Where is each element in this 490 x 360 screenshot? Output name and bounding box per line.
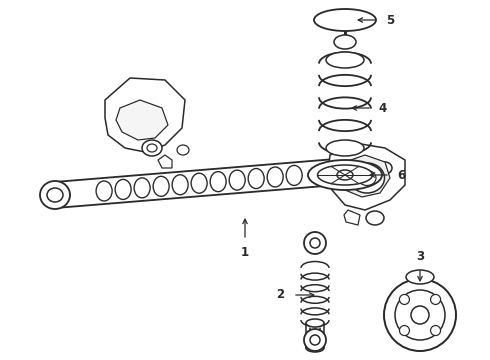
- Ellipse shape: [191, 173, 207, 193]
- Text: 2: 2: [276, 288, 284, 302]
- Ellipse shape: [326, 140, 364, 156]
- Polygon shape: [328, 143, 405, 210]
- Polygon shape: [344, 210, 360, 225]
- Ellipse shape: [153, 176, 169, 196]
- Ellipse shape: [147, 144, 157, 152]
- Ellipse shape: [318, 165, 372, 185]
- Ellipse shape: [411, 306, 429, 324]
- Ellipse shape: [134, 178, 150, 198]
- Text: 6: 6: [397, 168, 405, 181]
- Ellipse shape: [267, 167, 283, 187]
- Ellipse shape: [366, 211, 384, 225]
- Ellipse shape: [384, 279, 456, 351]
- Ellipse shape: [371, 155, 399, 181]
- Ellipse shape: [399, 325, 410, 336]
- Polygon shape: [338, 155, 390, 197]
- Ellipse shape: [314, 9, 376, 31]
- Ellipse shape: [304, 232, 326, 254]
- Ellipse shape: [248, 168, 264, 189]
- Ellipse shape: [177, 145, 189, 155]
- Ellipse shape: [326, 52, 364, 68]
- Ellipse shape: [395, 290, 445, 340]
- Ellipse shape: [96, 181, 112, 201]
- Ellipse shape: [142, 140, 162, 156]
- Ellipse shape: [40, 181, 70, 209]
- Ellipse shape: [358, 171, 376, 185]
- Ellipse shape: [286, 166, 302, 185]
- Ellipse shape: [304, 329, 326, 351]
- Ellipse shape: [229, 170, 245, 190]
- Ellipse shape: [172, 175, 188, 195]
- Ellipse shape: [306, 344, 324, 352]
- Text: 5: 5: [386, 14, 394, 27]
- Text: 4: 4: [379, 102, 387, 114]
- Ellipse shape: [378, 162, 392, 174]
- Text: 3: 3: [416, 249, 424, 262]
- Polygon shape: [105, 78, 185, 152]
- Ellipse shape: [337, 170, 353, 180]
- Ellipse shape: [308, 160, 382, 190]
- Ellipse shape: [310, 238, 320, 248]
- Ellipse shape: [310, 335, 320, 345]
- Ellipse shape: [406, 270, 434, 284]
- Ellipse shape: [431, 325, 441, 336]
- Polygon shape: [158, 155, 172, 168]
- Ellipse shape: [306, 319, 324, 327]
- Ellipse shape: [349, 163, 385, 193]
- Ellipse shape: [399, 294, 410, 305]
- Ellipse shape: [115, 179, 131, 199]
- Ellipse shape: [47, 188, 63, 202]
- Ellipse shape: [431, 294, 441, 305]
- Text: 1: 1: [241, 246, 249, 258]
- Polygon shape: [54, 155, 386, 208]
- Polygon shape: [116, 100, 168, 140]
- Polygon shape: [320, 170, 333, 185]
- Ellipse shape: [334, 35, 356, 49]
- Ellipse shape: [210, 172, 226, 192]
